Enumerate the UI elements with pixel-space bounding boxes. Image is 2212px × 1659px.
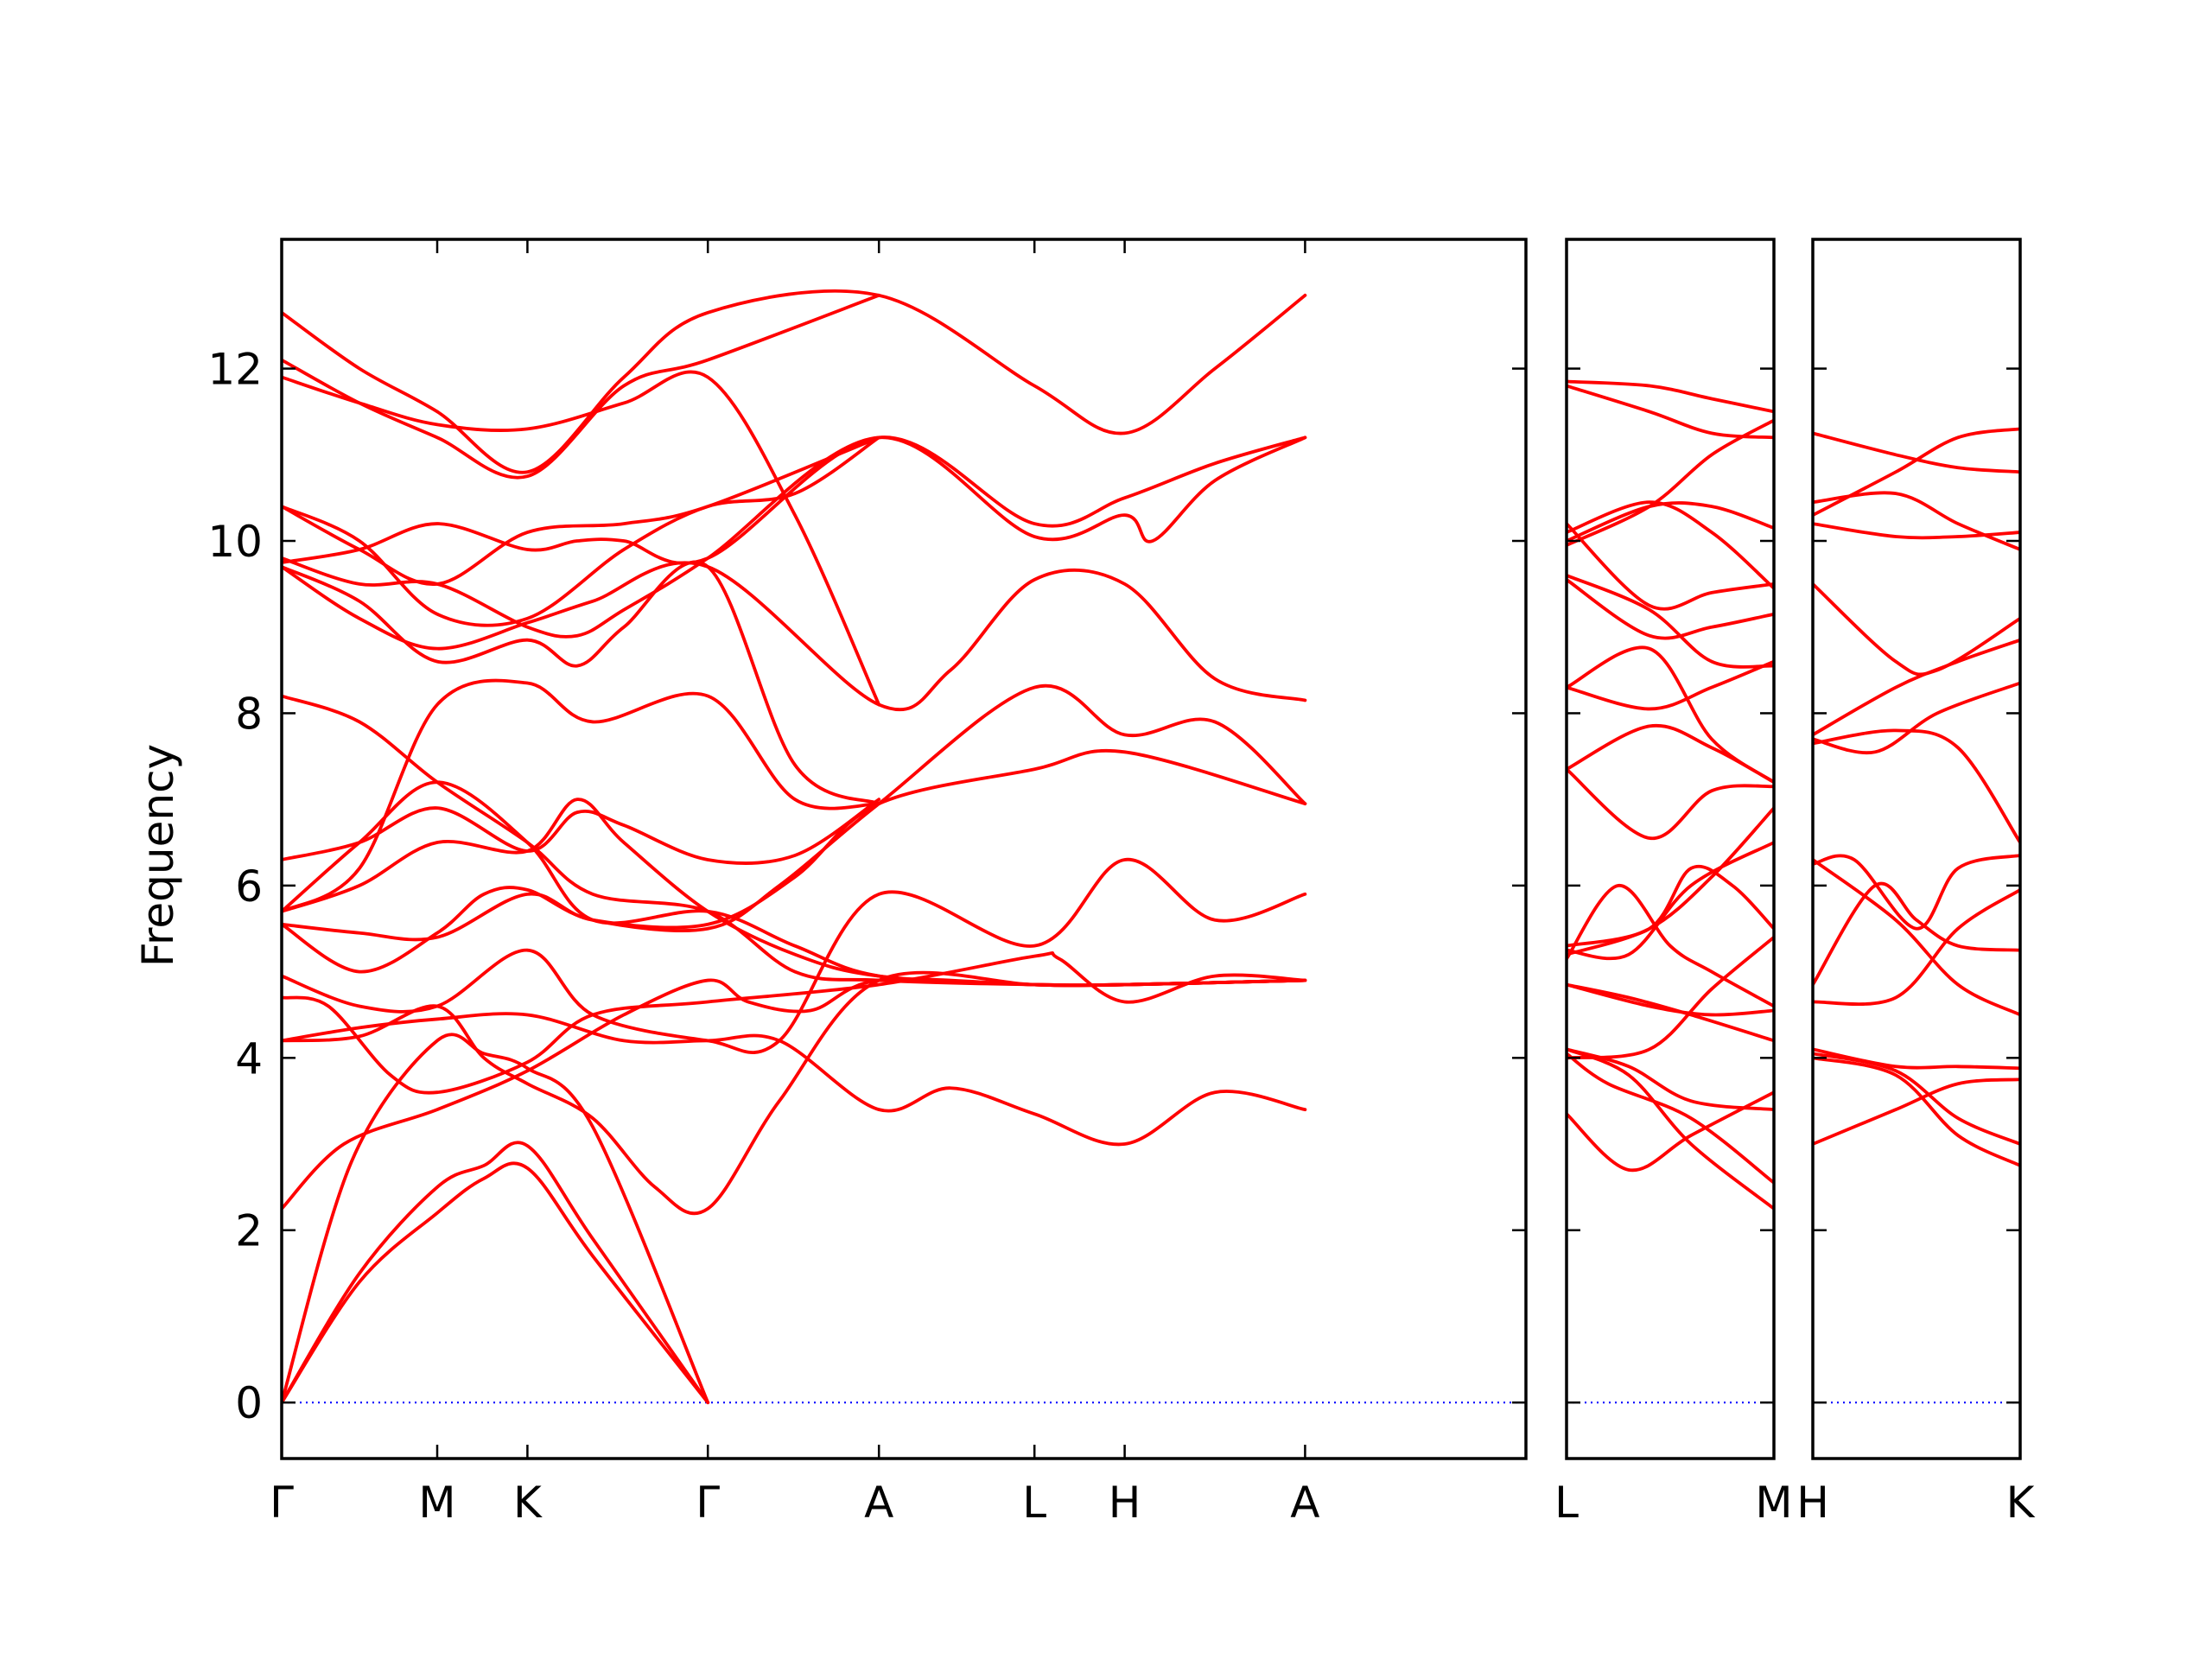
x-tick-label-K: K bbox=[2006, 1478, 2036, 1528]
panel-3-band-13 bbox=[1813, 522, 2020, 540]
panel-3-band-1 bbox=[1813, 1077, 2020, 1146]
panel-1-band-10 bbox=[282, 683, 1307, 974]
x-tick-label-A: A bbox=[864, 1478, 893, 1528]
x-tick-label-M: M bbox=[418, 1478, 455, 1528]
x-tick-label-M: M bbox=[1755, 1478, 1792, 1528]
panel-1-band-7 bbox=[282, 951, 1307, 1095]
panel-3-band-11 bbox=[1813, 638, 2020, 737]
panel-1-frame bbox=[280, 238, 1528, 1460]
panel-2-band-13 bbox=[1567, 723, 1774, 785]
panel-1-band-20 bbox=[282, 435, 881, 586]
panel-1-band-9 bbox=[282, 748, 1307, 942]
panel-2-band-20 bbox=[1567, 501, 1774, 543]
panel-3-band-2 bbox=[1813, 1056, 2020, 1167]
panel-3-band-6 bbox=[1813, 881, 2020, 987]
panel-1-band-19 bbox=[282, 435, 1307, 565]
panel-2-band-22 bbox=[1567, 384, 1774, 440]
panel-1-plot bbox=[282, 289, 1526, 1405]
panel-2-band-11 bbox=[1567, 806, 1774, 957]
y-tick-label: 8 bbox=[235, 689, 263, 739]
panel-1-band-13 bbox=[282, 798, 881, 866]
panel-3-band-4 bbox=[1813, 1047, 2020, 1071]
panel-2-band-12 bbox=[1567, 767, 1774, 840]
panel-2-band-19 bbox=[1567, 500, 1774, 590]
panel-2-band-6 bbox=[1567, 982, 1774, 1043]
panel-1-band-22 bbox=[282, 370, 881, 707]
panel-1-band-14 bbox=[282, 694, 1307, 988]
panel-2-band-7 bbox=[1567, 982, 1774, 1017]
panel-3-band-5 bbox=[1813, 887, 2020, 1007]
x-tick-label-L: L bbox=[1554, 1478, 1579, 1528]
panel-1-band-21 bbox=[282, 435, 881, 627]
panel-2-band-3 bbox=[1567, 1052, 1774, 1185]
panel-1-band-3 bbox=[282, 1033, 710, 1405]
panel-1-band-17 bbox=[282, 561, 1307, 712]
panel-1-band-12 bbox=[282, 798, 1307, 988]
y-tick-label: 0 bbox=[235, 1378, 263, 1428]
x-tick-label-K: K bbox=[513, 1478, 543, 1528]
panel-1-band-8 bbox=[282, 858, 1307, 1055]
panel-2-band-16 bbox=[1567, 574, 1774, 669]
panel-3-band-7 bbox=[1813, 858, 2020, 1017]
panel-2-band-10 bbox=[1567, 841, 1774, 961]
plot-layer bbox=[282, 289, 2020, 1405]
panel-3-band-12 bbox=[1813, 582, 2020, 677]
panel-3-band-10 bbox=[1813, 681, 2020, 755]
panel-3-plot bbox=[1813, 427, 2020, 1404]
panel-2-band-8 bbox=[1567, 883, 1774, 1008]
panel-2-band-5 bbox=[1567, 935, 1774, 1060]
panel-1-band-23 bbox=[282, 293, 881, 480]
panel-2-band-18 bbox=[1567, 522, 1774, 611]
panel-1-band-15 bbox=[282, 678, 881, 913]
x-tick-label-Γ: Γ bbox=[270, 1478, 294, 1528]
panel-2-band-14 bbox=[1567, 659, 1774, 711]
x-tick-label-H: H bbox=[1796, 1478, 1829, 1528]
panel-1-band-2 bbox=[282, 1141, 710, 1405]
panel-1-band-16 bbox=[282, 560, 881, 806]
panel-2-band-23 bbox=[1567, 379, 1774, 414]
panel-2-band-9 bbox=[1567, 865, 1774, 948]
y-tick-label: 12 bbox=[207, 345, 263, 395]
y-axis-title: Frequency bbox=[133, 744, 183, 967]
y-tick-label: 2 bbox=[235, 1206, 263, 1256]
panel-2-band-2 bbox=[1567, 1047, 1774, 1211]
x-tick-label-Γ: Γ bbox=[696, 1478, 720, 1528]
panel-2-band-21 bbox=[1567, 418, 1774, 547]
panel-2-band-17 bbox=[1567, 577, 1774, 640]
y-tick-label: 6 bbox=[235, 861, 263, 912]
panel-3-band-14 bbox=[1813, 491, 2020, 551]
y-tick-label: 10 bbox=[207, 517, 263, 567]
panel-1-band-1 bbox=[282, 1161, 710, 1405]
panel-2-plot bbox=[1567, 379, 1774, 1404]
x-tick-label-A: A bbox=[1290, 1478, 1319, 1528]
panel-3-band-15 bbox=[1813, 427, 2020, 517]
panel-3-band-16 bbox=[1813, 431, 2020, 474]
y-tick-label: 4 bbox=[235, 1033, 263, 1084]
panel-3-band-8 bbox=[1813, 854, 2020, 931]
panel-2-band-15 bbox=[1567, 645, 1774, 785]
panel-3-frame bbox=[1811, 238, 2022, 1460]
panel-2-band-1 bbox=[1567, 1090, 1774, 1173]
panel-1-band-6 bbox=[282, 1012, 1307, 1147]
x-tick-label-H: H bbox=[1109, 1478, 1141, 1528]
x-tick-label-L: L bbox=[1022, 1478, 1046, 1528]
panel-1-band-24 bbox=[282, 289, 1307, 474]
panel-3-band-9 bbox=[1813, 728, 2020, 844]
panel-2-frame bbox=[1565, 238, 1776, 1460]
